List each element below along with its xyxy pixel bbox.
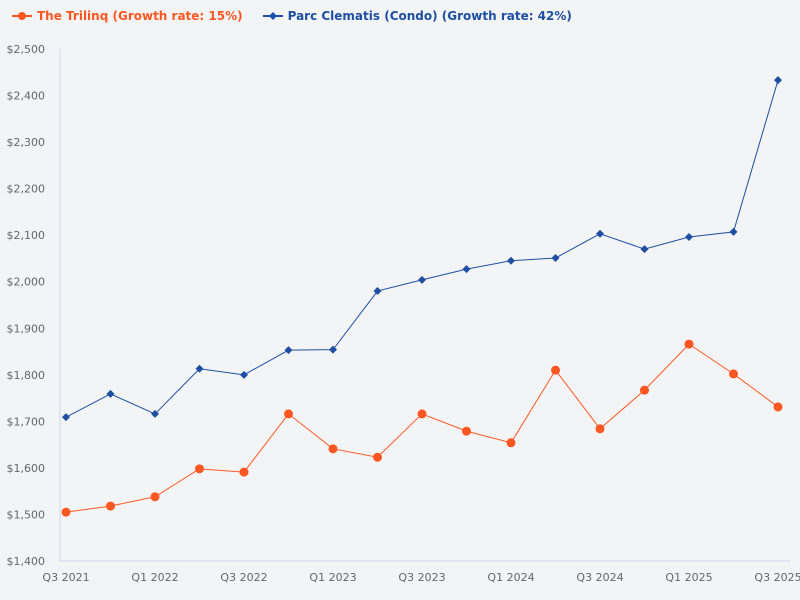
x-tick-label: Q3 2022 [220,571,267,584]
data-point [195,364,204,373]
data-point [774,76,782,85]
y-tick-label: $1,400 [7,555,46,568]
data-point [596,229,604,238]
data-point [551,253,560,262]
data-point [61,507,71,517]
y-tick-label: $1,500 [7,508,46,521]
legend-label: Parc Clematis (Condo) (Growth rate: 42%) [287,9,572,23]
y-tick-label: $2,100 [7,229,46,242]
y-tick-label: $1,700 [7,415,46,428]
data-point [106,501,115,511]
legend: The Trilinq (Growth rate: 15%) Parc Clem… [12,9,572,23]
data-point [684,339,694,349]
data-point [240,370,248,379]
y-tick-label: $1,900 [7,322,46,335]
legend-marker-diamond-icon [262,12,283,20]
y-tick-label: $2,300 [7,136,46,149]
data-point [329,345,337,354]
data-point [773,402,783,412]
y-tick-label: $2,200 [7,183,46,196]
y-tick-label: $2,500 [7,43,46,56]
y-tick-label: $1,800 [7,369,46,382]
y-tick-label: $1,600 [7,462,46,475]
data-point [284,409,293,419]
data-point [373,287,382,296]
data-point [417,409,427,419]
x-tick-label: Q3 2021 [42,571,89,584]
series-line [65,80,779,418]
data-point [640,385,649,395]
data-point [373,452,382,462]
x-tick-label: Q3 2024 [576,571,623,584]
data-point [507,256,515,265]
x-tick-label: Q3 2023 [398,571,445,584]
series-1 [62,76,782,422]
x-tick-label: Q1 2022 [131,571,178,584]
x-tick-label: Q1 2025 [665,571,712,584]
y-tick-label: $2,000 [7,276,46,289]
x-tick-label: Q1 2023 [309,571,356,584]
data-point [106,389,115,398]
data-point [506,438,516,448]
data-point [462,426,471,436]
data-point [239,467,249,477]
data-point [595,424,605,434]
series-line [65,343,779,513]
data-point [62,413,70,422]
legend-marker-circle-icon [12,12,32,20]
data-point [729,227,738,236]
legend-label: The Trilinq (Growth rate: 15%) [37,9,243,23]
legend-item-trilinq[interactable]: The Trilinq (Growth rate: 15%) [12,9,243,23]
data-point [328,444,338,454]
data-point [195,464,204,474]
x-tick-label: Q3 2025 [754,571,800,584]
data-point [150,492,160,502]
data-point [151,409,159,418]
data-point [418,275,426,284]
data-point [640,245,649,254]
y-tick-label: $2,400 [7,90,46,103]
data-point [284,346,293,355]
data-point [551,365,560,375]
data-point [729,369,738,379]
x-tick-label: Q1 2024 [487,571,534,584]
data-point [462,265,471,274]
series-0 [61,339,783,517]
data-point [685,233,693,242]
legend-item-parc-clematis[interactable]: Parc Clematis (Condo) (Growth rate: 42%) [262,9,572,23]
